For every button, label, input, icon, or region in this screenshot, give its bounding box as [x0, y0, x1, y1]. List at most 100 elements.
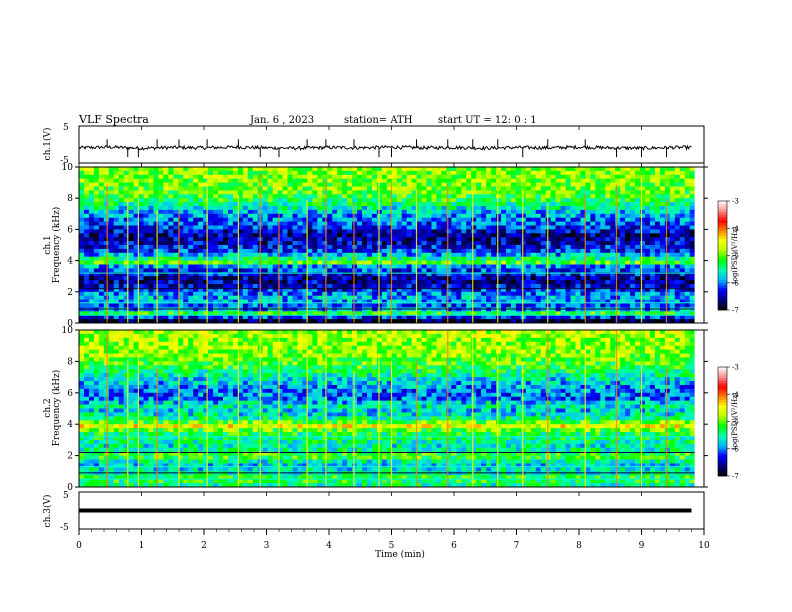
spec1-cell	[431, 260, 437, 265]
spec1-cell	[163, 268, 169, 273]
spec1-cell	[242, 245, 249, 250]
spec1-cell	[481, 167, 487, 172]
spec1-cell	[446, 174, 452, 180]
spec1-cell	[218, 272, 224, 277]
spec1-cell	[580, 182, 586, 187]
spec1-cell	[461, 213, 467, 219]
spec1-cell	[540, 272, 547, 277]
spec1-cell	[352, 319, 358, 324]
spec1-cell	[491, 276, 497, 281]
spec1-cell	[456, 276, 462, 281]
spec1-cell	[406, 315, 413, 320]
spec1-cell	[585, 280, 591, 285]
spec1-cell	[600, 307, 606, 312]
spec1-cell	[669, 276, 676, 281]
spec1-cell	[173, 233, 179, 238]
spec1-cell	[317, 307, 323, 312]
spec1-cell	[118, 209, 125, 215]
spec1-cell	[471, 202, 477, 207]
spec1-cell	[148, 276, 154, 281]
spec1-cell	[501, 280, 507, 285]
spec1-cell	[530, 303, 537, 308]
spec1-cell	[133, 170, 139, 176]
spec1-cell	[118, 303, 125, 308]
spec1-cell	[664, 198, 671, 203]
spec1-cell	[312, 225, 318, 230]
spec1-cell	[337, 299, 343, 304]
spec1-cell	[605, 206, 611, 211]
spec1-cell	[525, 284, 532, 289]
spec1-cell	[520, 248, 527, 254]
spec1-cell	[361, 287, 368, 293]
spec1-cell	[644, 299, 651, 304]
spec1-cell	[327, 206, 333, 211]
spec1-cell	[510, 217, 517, 222]
spec1-cell	[208, 280, 214, 285]
spec1-cell	[525, 198, 532, 203]
spec1-cell	[118, 202, 125, 207]
spec1-cell	[664, 264, 671, 269]
spec1-cell	[615, 303, 621, 308]
spec1-cell	[674, 221, 681, 226]
spec1-cell	[431, 190, 437, 195]
spec1-cell	[600, 233, 606, 238]
spec1-cell	[83, 198, 90, 203]
spec1-cell	[635, 287, 641, 293]
spec1-cell	[371, 291, 378, 297]
spec1-cell	[426, 198, 432, 203]
spec1-cell	[158, 229, 164, 234]
spec1-cell	[625, 260, 631, 265]
spec1-cell	[342, 315, 348, 320]
spec1-cell	[277, 291, 283, 297]
spec1-cell	[267, 209, 274, 215]
spec1-cell	[168, 194, 174, 199]
spec1-cell	[267, 307, 274, 312]
spec1-cell	[158, 260, 164, 265]
spec1-cell	[158, 167, 164, 172]
spec1-cell	[406, 198, 413, 203]
spec1-cell	[188, 264, 194, 269]
spec1-cell	[262, 233, 269, 238]
spec1-cell	[93, 299, 100, 304]
spec1-cell	[292, 213, 298, 219]
spec1-cell	[287, 248, 293, 254]
spec1-cell	[158, 209, 164, 215]
spec1-cell	[267, 178, 274, 183]
spec1-cell	[292, 198, 298, 203]
spec1-cell	[98, 233, 105, 238]
spec1-cell	[83, 280, 90, 285]
spec1-cell	[222, 319, 229, 324]
spec1-cell	[158, 272, 164, 277]
spec1-cell	[540, 186, 547, 191]
spec1-cell	[193, 260, 199, 265]
spec1-cell	[416, 272, 422, 277]
spec1-cell	[610, 237, 616, 242]
spec1-cell	[496, 284, 502, 289]
spec1-cell	[689, 252, 696, 258]
spec1-cell	[630, 225, 636, 230]
spec1-cell	[317, 311, 323, 316]
spec1-cell	[441, 291, 447, 297]
spec1-cell	[630, 221, 636, 226]
spec1-cell	[550, 245, 557, 250]
spec1-cell	[416, 194, 422, 199]
spec1-cell	[441, 252, 447, 258]
spec1-cell	[173, 186, 179, 191]
spec1-cell	[545, 315, 552, 320]
spec1-cell	[515, 217, 522, 222]
spec1-cell	[664, 315, 671, 320]
spec1-cell	[386, 272, 393, 277]
spec1-cell	[352, 280, 358, 285]
spec1-cell	[332, 256, 338, 261]
spec1-cell	[153, 174, 159, 180]
spec1-cell	[659, 245, 666, 250]
spec1-cell	[654, 225, 661, 230]
spec1-cell	[357, 237, 363, 242]
spec1-cell	[396, 291, 403, 297]
spec1-cell	[540, 315, 547, 320]
spec1-cell	[213, 217, 219, 222]
spec1-cell	[684, 194, 691, 199]
spec1-cell	[222, 209, 229, 215]
spec1-cell	[416, 233, 422, 238]
spec1-cell	[530, 287, 537, 293]
